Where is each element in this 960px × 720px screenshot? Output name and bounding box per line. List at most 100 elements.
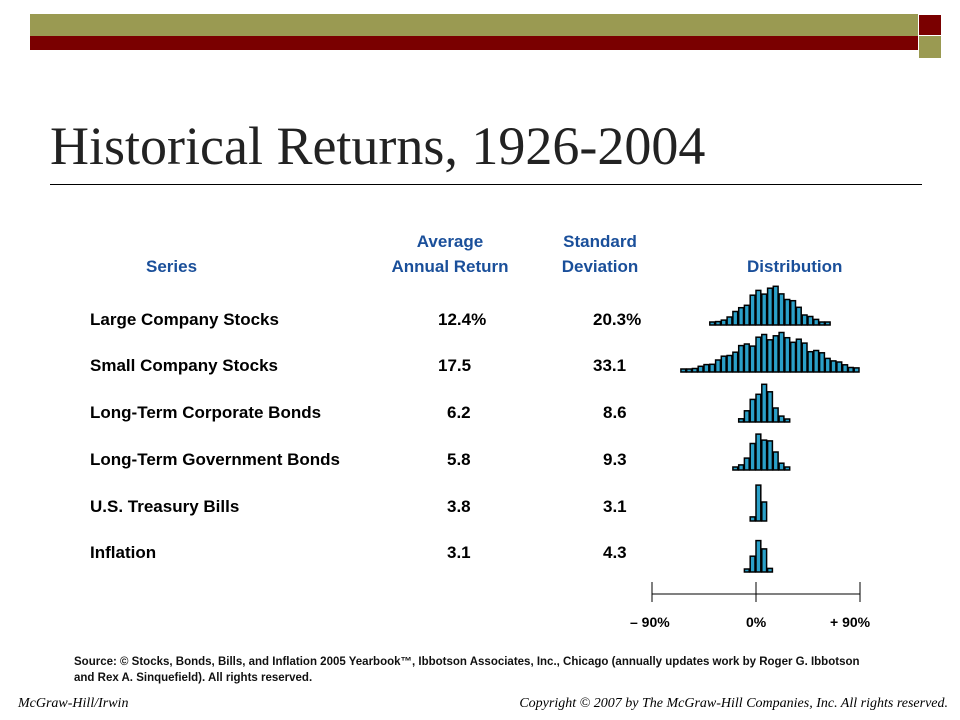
row-stdev-value: 3.1 — [603, 497, 627, 516]
distribution-bar — [807, 315, 814, 326]
distribution-bar — [726, 316, 733, 326]
distribution-bar — [749, 516, 756, 522]
distribution-bar — [737, 418, 745, 423]
footer-copyright: Copyright © 2007 by The McGraw-Hill Comp… — [519, 696, 948, 711]
distribution-bar — [761, 333, 768, 373]
distribution-bar — [784, 418, 791, 423]
distribution-bar — [737, 344, 745, 373]
distribution-bar — [743, 457, 750, 471]
distribution-bar — [830, 360, 837, 373]
distribution-bar — [685, 368, 693, 373]
axis-tick-label-min: – 90% — [630, 614, 670, 630]
row-series-label: Large Company Stocks — [90, 310, 279, 329]
row-series-label: Long-Term Government Bonds — [90, 450, 340, 469]
distribution-bar — [795, 338, 802, 373]
distribution-bar — [766, 567, 774, 573]
distribution-bar — [778, 415, 785, 423]
distribution-bar — [789, 299, 797, 326]
distribution-bar — [784, 298, 791, 326]
distribution-bar — [772, 407, 779, 423]
distribution-bar — [761, 383, 768, 423]
distribution-bar — [714, 359, 722, 373]
distribution-bar — [772, 335, 779, 373]
distribution-bar — [749, 345, 756, 373]
row-average-value: 3.8 — [447, 497, 471, 516]
distribution-bar — [743, 304, 750, 326]
row-stdev-value: 8.6 — [603, 403, 627, 422]
distribution-bar — [743, 410, 750, 423]
header-average-line1: Average — [416, 232, 484, 251]
distribution-bar — [807, 350, 814, 373]
row-average-value: 3.1 — [447, 543, 471, 562]
row-series-label: Inflation — [90, 543, 157, 562]
distribution-bar — [847, 366, 854, 373]
distribution-bar — [737, 306, 745, 326]
distribution-bar — [680, 368, 687, 373]
row-series-label: Small Company Stocks — [90, 356, 279, 375]
distribution-bar — [766, 391, 774, 423]
header-series: Series — [146, 257, 198, 276]
row-stdev-value: 33.1 — [593, 356, 627, 375]
distribution-bar — [824, 321, 831, 326]
distribution-bar — [714, 320, 722, 326]
row-series-label: Long-Term Corporate Bonds — [90, 403, 322, 422]
axis-tick-label-max: + 90% — [830, 614, 871, 630]
distribution-bar — [749, 442, 756, 471]
distribution-bar — [726, 354, 733, 373]
distribution-bar — [766, 440, 774, 471]
corner-block-olive — [919, 36, 941, 58]
distribution-bar — [772, 451, 779, 471]
distribution-bar — [778, 462, 785, 471]
row-series-label: U.S. Treasury Bills — [90, 497, 240, 516]
distribution-bar — [709, 363, 716, 373]
distribution-bar — [801, 314, 808, 326]
distribution-bar — [853, 367, 860, 373]
distribution-bar — [732, 351, 739, 373]
distribution-bar — [755, 433, 762, 471]
distribution-bar — [755, 484, 762, 522]
distribution-bar — [732, 466, 739, 471]
row-stdev-value: 4.3 — [603, 543, 627, 562]
distribution-bar — [841, 364, 849, 373]
distribution-bar — [836, 361, 843, 373]
distribution-bar — [755, 289, 762, 326]
axis-tick-label-zero: 0% — [746, 614, 767, 630]
header-distribution: Distribution — [747, 257, 843, 276]
distribution-bar — [795, 306, 802, 326]
header-average-line2: Annual Return — [391, 257, 509, 276]
distribution-bar — [743, 343, 750, 373]
distribution-bar — [749, 555, 756, 573]
header-bar-red — [30, 36, 918, 50]
row-average-value: 6.2 — [447, 403, 471, 422]
distribution-bar — [732, 310, 739, 326]
footer-publisher: McGraw-Hill/Irwin — [18, 696, 129, 711]
distribution-bar — [801, 342, 808, 373]
row-average-value: 17.5 — [438, 356, 472, 375]
distribution-bar — [761, 548, 768, 573]
title-underline — [50, 184, 922, 185]
page-title: Historical Returns, 1926-2004 — [50, 116, 706, 176]
header-bar-olive — [30, 14, 918, 36]
distribution-bar — [818, 321, 826, 326]
distribution-bar — [813, 349, 820, 373]
distribution-bar — [818, 352, 826, 373]
distribution-bar — [772, 285, 779, 326]
distribution-bar — [755, 393, 762, 423]
distribution-bar — [784, 336, 791, 373]
distribution-bar — [813, 318, 820, 326]
row-average-value: 12.4% — [438, 310, 487, 329]
distribution-bar — [691, 367, 698, 373]
distribution-bar — [778, 293, 785, 326]
distribution-bar — [755, 539, 762, 573]
distribution-bar — [778, 331, 785, 373]
row-stdev-value: 9.3 — [603, 450, 627, 469]
header-stdev-line2: Deviation — [561, 257, 639, 276]
distribution-bar — [766, 339, 774, 373]
distribution-bar — [749, 294, 756, 326]
distribution-bar — [789, 341, 797, 373]
distribution-bar — [720, 355, 727, 373]
distribution-bar — [784, 466, 791, 471]
distribution-bar — [755, 336, 762, 373]
header-stdev-line1: Standard — [563, 232, 637, 251]
source-note: Source: © Stocks, Bonds, Bills, and Infl… — [74, 656, 860, 684]
